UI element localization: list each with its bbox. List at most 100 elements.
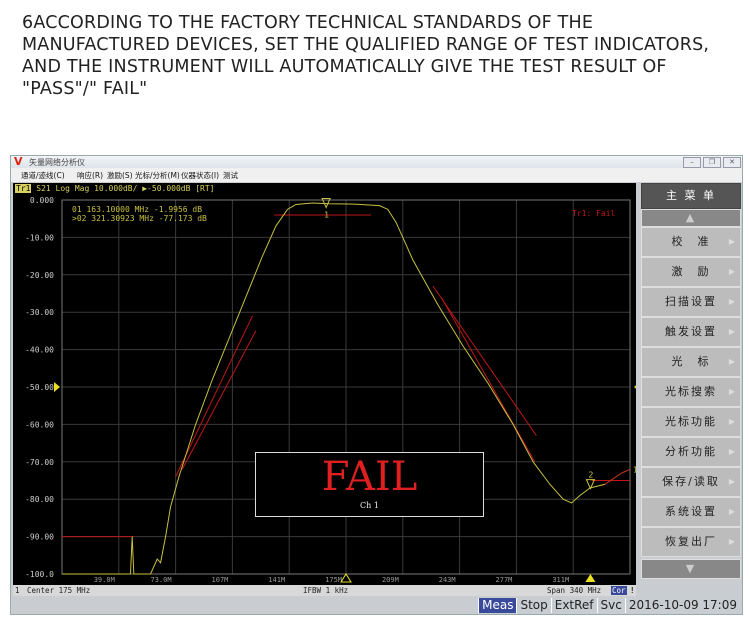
restore-icon[interactable]: ❐	[703, 157, 721, 168]
menu-item[interactable]: 激 励 ▶	[641, 257, 741, 287]
y-tick-label: -30.00	[25, 308, 54, 317]
menu-item[interactable]: 光 标 ▶	[641, 347, 741, 377]
center-frequency[interactable]: Center 175 MHz	[27, 586, 91, 595]
minimize-icon[interactable]: –	[683, 157, 701, 168]
y-tick-label: -70.00	[25, 458, 54, 467]
menu-item[interactable]: 光标搜索 ▶	[641, 377, 741, 407]
y-tick-label: -100.0	[25, 570, 54, 579]
trace-label[interactable]: Tr1	[15, 184, 32, 193]
menu-instrument[interactable]: 仪器状态(I)	[181, 171, 220, 180]
status-line: 1 Center 175 MHz IFBW 1 kHz Span 340 MHz…	[13, 585, 636, 596]
result-text: FAIL	[321, 454, 418, 500]
menu-item-label: 保存/读取	[662, 475, 720, 488]
channel-number: 1	[15, 586, 20, 595]
menu-test[interactable]: 测试	[223, 171, 238, 180]
instrument-status-bar: Meas Stop ExtRef Svc 2016-10-09 17:09	[11, 597, 740, 614]
chevron-right-icon: ▶	[728, 477, 737, 486]
marker-number: 1	[324, 210, 329, 219]
marker-number: 2	[588, 471, 593, 480]
scroll-down-button[interactable]: ▼	[641, 559, 741, 579]
y-tick-label: -60.00	[25, 420, 54, 429]
menu-item-label: 触发设置	[665, 325, 717, 338]
reference-level-right-icon[interactable]	[634, 382, 636, 392]
chevron-right-icon: ▶	[728, 327, 737, 336]
chevron-right-icon: ▶	[728, 297, 737, 306]
close-icon[interactable]: ✕	[723, 157, 741, 168]
main-menu-title: 主 菜 单	[641, 183, 741, 209]
marker-readout: 01 163.10000 MHz -1.9956 dB	[72, 205, 202, 214]
menu-item[interactable]: 校 准 ▶	[641, 227, 741, 257]
marker-1-axis-icon	[340, 573, 352, 583]
menu-stimulus[interactable]: 激励(S)	[107, 171, 133, 180]
reference-level-left-icon[interactable]	[54, 382, 60, 392]
limit-line	[440, 296, 536, 463]
trace-line	[62, 202, 631, 575]
x-tick-label: 73.0M	[151, 576, 172, 584]
trace-end-label: 1	[633, 465, 636, 474]
span[interactable]: Span 340 MHz	[547, 586, 602, 595]
chevron-right-icon: ▶	[728, 237, 737, 246]
menu-marker[interactable]: 光标/分析(M)	[135, 171, 180, 180]
marker-2-axis-icon	[585, 574, 596, 582]
menu-item[interactable]: 扫描设置 ▶	[641, 287, 741, 317]
y-tick-label: 0.000	[30, 196, 54, 205]
x-tick-label: 175M	[325, 576, 342, 584]
menu-item-label: 光标搜索	[665, 385, 717, 398]
menu-item-label: 校 准	[671, 235, 711, 248]
cor-badge: Cor	[611, 586, 627, 595]
menu-item[interactable]: 触发设置 ▶	[641, 317, 741, 347]
marker-readout: >02 321.30923 MHz -77.173 dB	[72, 214, 207, 223]
menu-item-label: 系统设置	[665, 505, 717, 518]
menu-item[interactable]: 恢复出厂 ▶	[641, 527, 741, 557]
trace-settings: S21 Log Mag 10.000dB/ ▶-50.000dB [RT]	[36, 184, 215, 193]
trace-plot: 0.000 -10.00 -20.00 -30.00 -40.00 -50.00 -60.0…	[25, 196, 636, 584]
scroll-up-button[interactable]: ▲	[641, 209, 741, 227]
menu-item[interactable]: 系统设置 ▶	[641, 497, 741, 527]
marker-1-icon[interactable]	[321, 197, 331, 209]
chevron-right-icon: ▶	[728, 417, 737, 426]
sweep-status: Stop	[516, 598, 551, 613]
main-menu-panel: 主 菜 单 ▲ 校 准 ▶ 激 励 ▶ 扫描设置 ▶ 触发设置 ▶ 光 标 ▶ 光标搜索 ▶ 光标功能 ▶…	[641, 183, 741, 585]
menu-item-label: 光标功能	[665, 415, 717, 428]
meas-status: Meas	[478, 598, 517, 613]
svc-status: Svc	[596, 598, 625, 613]
y-tick-label: -10.00	[25, 233, 54, 242]
chevron-right-icon: ▶	[728, 357, 737, 366]
ifbw[interactable]: IFBW 1 kHz	[303, 586, 349, 595]
window-title: 矢量网络分析仪	[29, 158, 85, 167]
menu-response[interactable]: 响应(R)	[77, 171, 104, 180]
app-logo: V	[14, 155, 23, 168]
menu-item-label: 光 标	[671, 355, 711, 368]
y-tick-label: -20.00	[25, 271, 54, 280]
x-tick-label: 277M	[496, 576, 513, 584]
menu-item-label: 分析功能	[665, 445, 717, 458]
y-tick-label: -80.00	[25, 495, 54, 504]
menu-item[interactable]: 保存/读取 ▶	[641, 467, 741, 497]
x-tick-label: 141M	[268, 576, 285, 584]
title-bar: V 矢量网络分析仪 – ❐ ✕	[11, 156, 742, 168]
menu-item-label: 扫描设置	[665, 295, 717, 308]
limit-line	[432, 285, 537, 436]
chevron-right-icon: ▶	[728, 537, 737, 546]
limit-line	[181, 330, 257, 470]
trace-header[interactable]: Tr1 S21 Log Mag 10.000dB/ ▶-50.000dB [RT…	[15, 184, 215, 193]
measurement-display[interactable]: 0.000 -10.00 -20.00 -30.00 -40.00 -50.00 -60.0…	[13, 183, 636, 585]
vna-window: V 矢量网络分析仪 – ❐ ✕ 通道/迹线(C) 响应(R) 激励(S) 光标/…	[10, 155, 743, 615]
chevron-right-icon: ▶	[728, 387, 737, 396]
result-box: FAIL Ch 1	[255, 452, 484, 517]
caption-text: 6ACCORDING TO THE FACTORY TECHNICAL STAN…	[22, 13, 710, 99]
y-tick-label: -90.00	[25, 533, 54, 542]
x-tick-label: 209M	[382, 576, 399, 584]
chevron-right-icon: ▶	[728, 267, 737, 276]
x-tick-label: 107M	[212, 576, 229, 584]
chevron-right-icon: ▶	[728, 447, 737, 456]
menu-item[interactable]: 光标功能 ▶	[641, 407, 741, 437]
menu-item[interactable]: 分析功能 ▶	[641, 437, 741, 467]
marker-2-icon[interactable]	[585, 479, 596, 490]
datetime: 2016-10-09 17:09	[624, 598, 740, 613]
limit-test-status: Tr1: Fail	[572, 209, 616, 218]
menu-bar: 通道/迹线(C) 响应(R) 激励(S) 光标/分析(M) 仪器状态(I) 测试	[11, 168, 742, 182]
x-tick-label: 243M	[439, 576, 456, 584]
warning-indicator: !	[630, 586, 635, 595]
menu-channel[interactable]: 通道/迹线(C)	[21, 171, 65, 180]
